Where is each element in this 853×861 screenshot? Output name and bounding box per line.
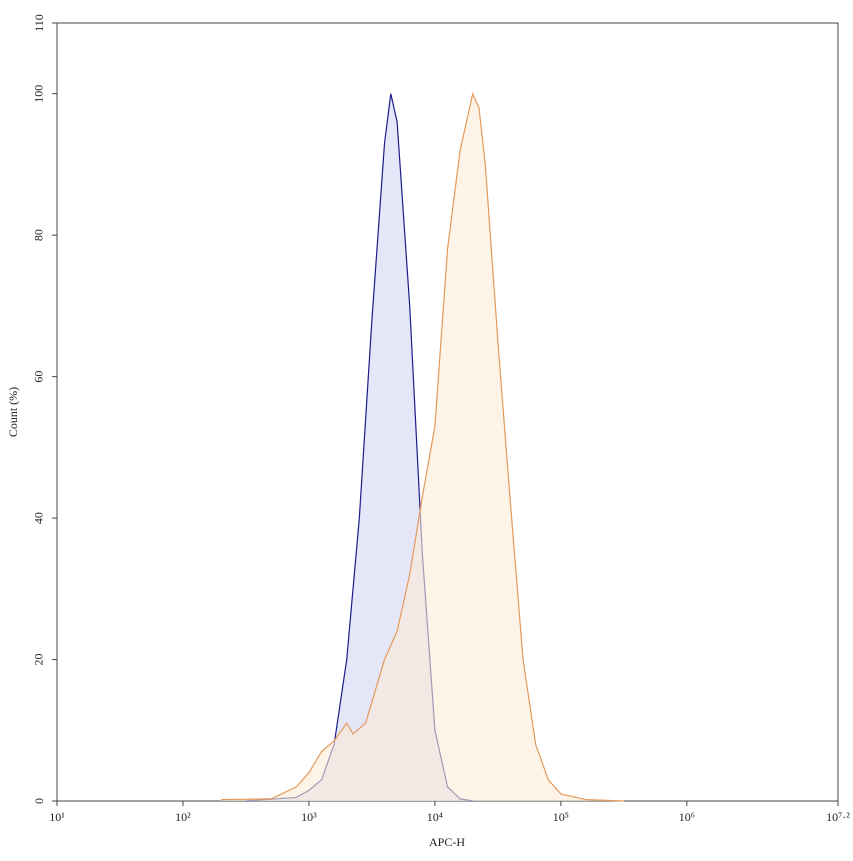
y-tick-label: 0 [32, 798, 46, 804]
x-tick-label: 10¹ [49, 810, 65, 824]
y-tick-label: 80 [32, 229, 46, 241]
y-axis-label: Count (%) [6, 387, 20, 437]
series-line [220, 91, 624, 802]
y-tick-label: 40 [32, 512, 46, 524]
x-tick-label: 10⁴ [427, 810, 443, 824]
y-tick-label: 20 [32, 654, 46, 666]
x-tick-label: 10⁵ [553, 810, 569, 824]
y-tick-label: 110 [32, 14, 46, 32]
y-tick-label: 100 [32, 85, 46, 103]
area-fill [220, 93, 624, 801]
x-tick-label: 10² [175, 810, 191, 824]
x-axis-label: APC-H [429, 835, 465, 849]
x-tick-label: 10⁷·² [826, 810, 850, 824]
x-tick-label: 10⁶ [679, 810, 695, 824]
x-tick-label: 10³ [301, 810, 317, 824]
y-tick-label: 60 [32, 371, 46, 383]
